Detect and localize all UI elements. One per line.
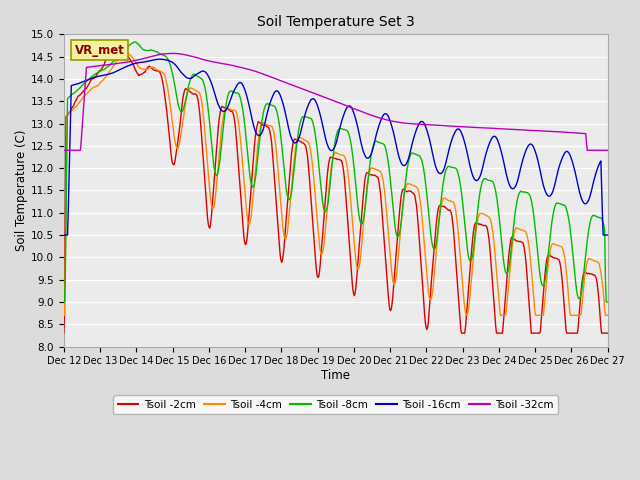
Y-axis label: Soil Temperature (C): Soil Temperature (C) xyxy=(15,130,28,251)
Title: Soil Temperature Set 3: Soil Temperature Set 3 xyxy=(257,15,415,29)
Legend: Tsoil -2cm, Tsoil -4cm, Tsoil -8cm, Tsoil -16cm, Tsoil -32cm: Tsoil -2cm, Tsoil -4cm, Tsoil -8cm, Tsoi… xyxy=(113,396,558,414)
X-axis label: Time: Time xyxy=(321,369,350,382)
Text: VR_met: VR_met xyxy=(75,44,125,57)
